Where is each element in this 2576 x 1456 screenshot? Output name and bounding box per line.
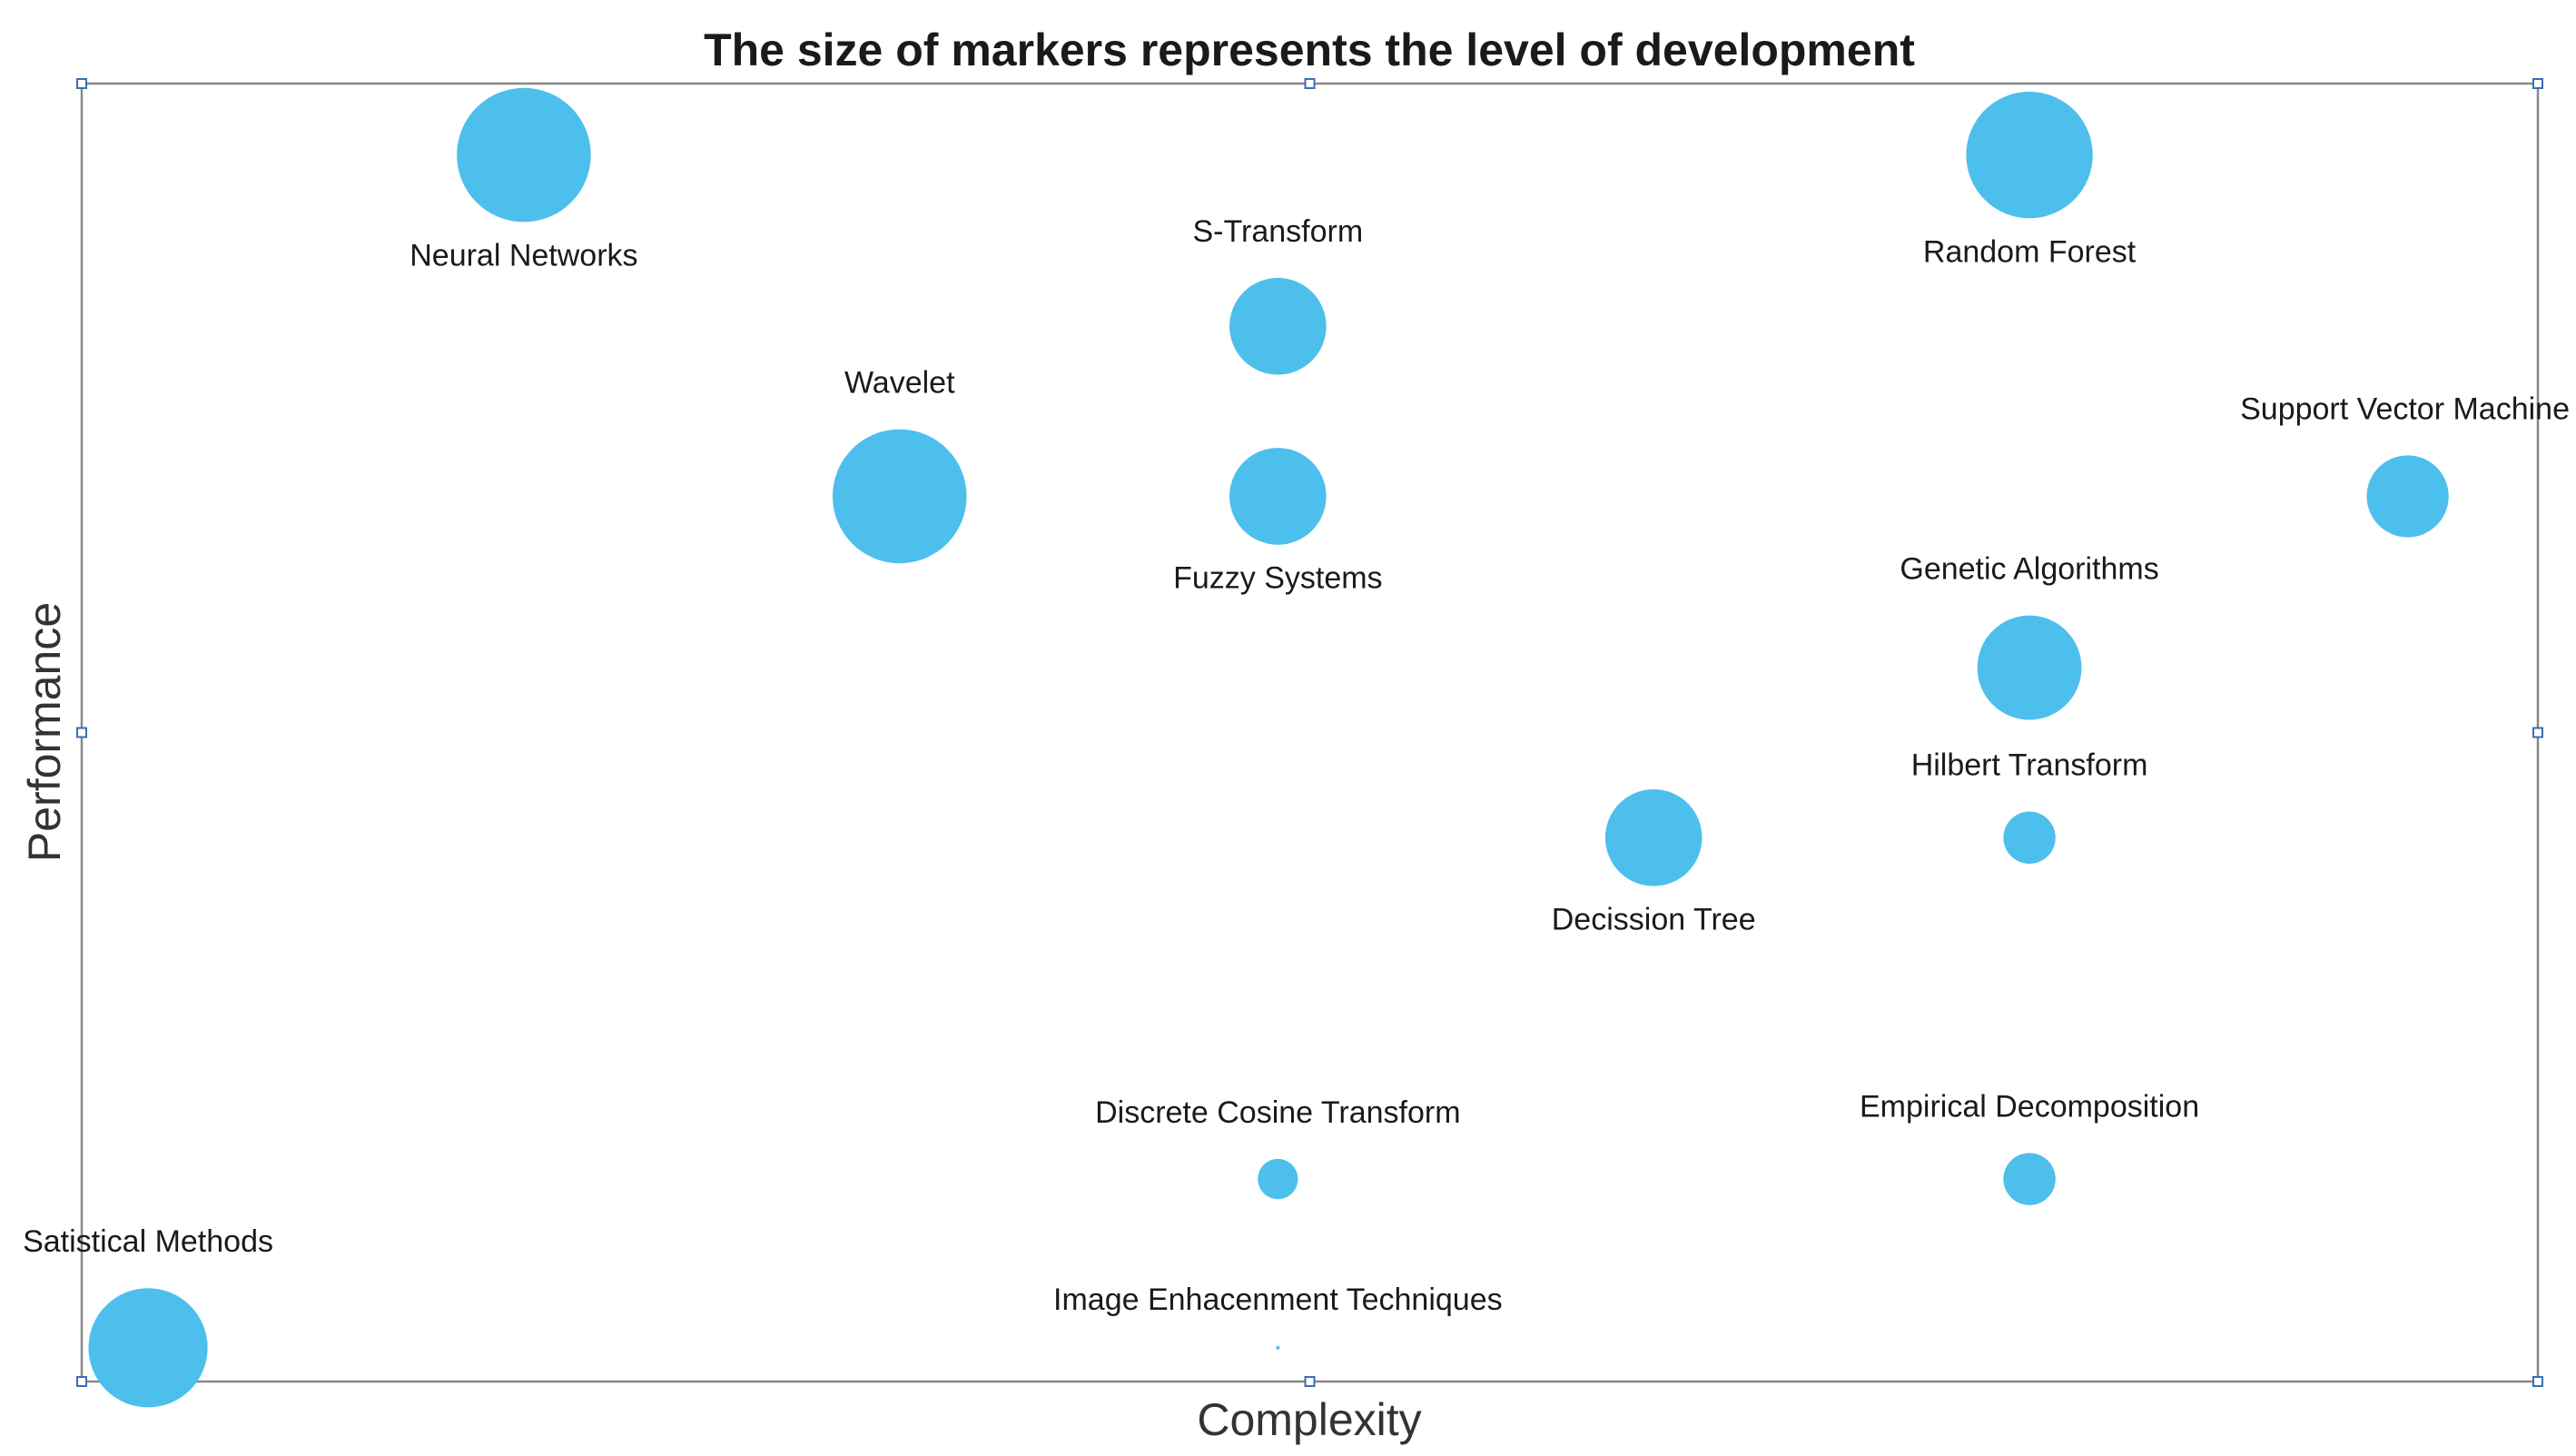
point-label-empirical-decomposition: Empirical Decomposition [1860,1089,2199,1124]
frame-handle-6[interactable] [1304,1376,1316,1387]
bubble-satistical-methods [88,1288,208,1408]
point-label-s-transform: S-Transform [1193,214,1364,249]
frame-handle-0[interactable] [76,78,87,89]
frame-handle-5[interactable] [76,1376,87,1387]
point-label-layer: Neural Networks Random Forest S-Transform W… [23,214,2570,1317]
bubble-fuzzy-systems [1229,448,1327,545]
point-label-fuzzy-systems: Fuzzy Systems [1173,561,1382,596]
point-label-hilbert-transform: Hilbert Transform [1911,748,2148,783]
frame-handle-2[interactable] [2532,78,2543,89]
bubble-discrete-cosine-transform [1258,1158,1298,1200]
point-label-satistical-methods: Satistical Methods [23,1224,273,1259]
selection-handles [76,78,2543,1387]
bubble-layer [88,87,2449,1408]
point-label-support-vector-machine: Support Vector Machine [2240,391,2570,426]
bubble-random-forest [1966,91,2093,219]
x-axis-label: Complexity [1197,1394,1421,1445]
plot-frame [80,82,2540,1383]
bubble-genetic-algorithms [1977,615,2082,720]
point-label-random-forest: Random Forest [1923,234,2137,269]
frame-handle-1[interactable] [1304,78,1316,89]
bubble-wavelet [832,429,967,564]
chart-title: The size of markers represents the level… [704,25,1915,75]
point-label-image-enhacenment-techniques: Image Enhacenment Techniques [1053,1283,1503,1317]
frame-handle-4[interactable] [2532,727,2543,738]
bubble-s-transform [1229,277,1327,375]
bubble-hilbert-transform [2003,811,2056,864]
point-label-neural-networks: Neural Networks [410,238,637,272]
bubble-support-vector-machine [2366,455,2449,538]
bubble-empirical-decomposition [2003,1153,2056,1205]
point-label-decission-tree: Decission Tree [1552,903,1756,937]
frame-handle-3[interactable] [76,727,87,738]
point-label-genetic-algorithms: Genetic Algorithms [1900,552,2158,587]
point-label-wavelet: Wavelet [844,366,955,401]
bubble-image-enhacenment-techniques [1276,1345,1280,1350]
bubble-decission-tree [1604,788,1703,886]
frame-handle-7[interactable] [2532,1376,2543,1387]
point-label-discrete-cosine-transform: Discrete Cosine Transform [1095,1095,1460,1130]
bubble-neural-networks [457,87,591,223]
y-axis-label: Performance [19,602,70,862]
